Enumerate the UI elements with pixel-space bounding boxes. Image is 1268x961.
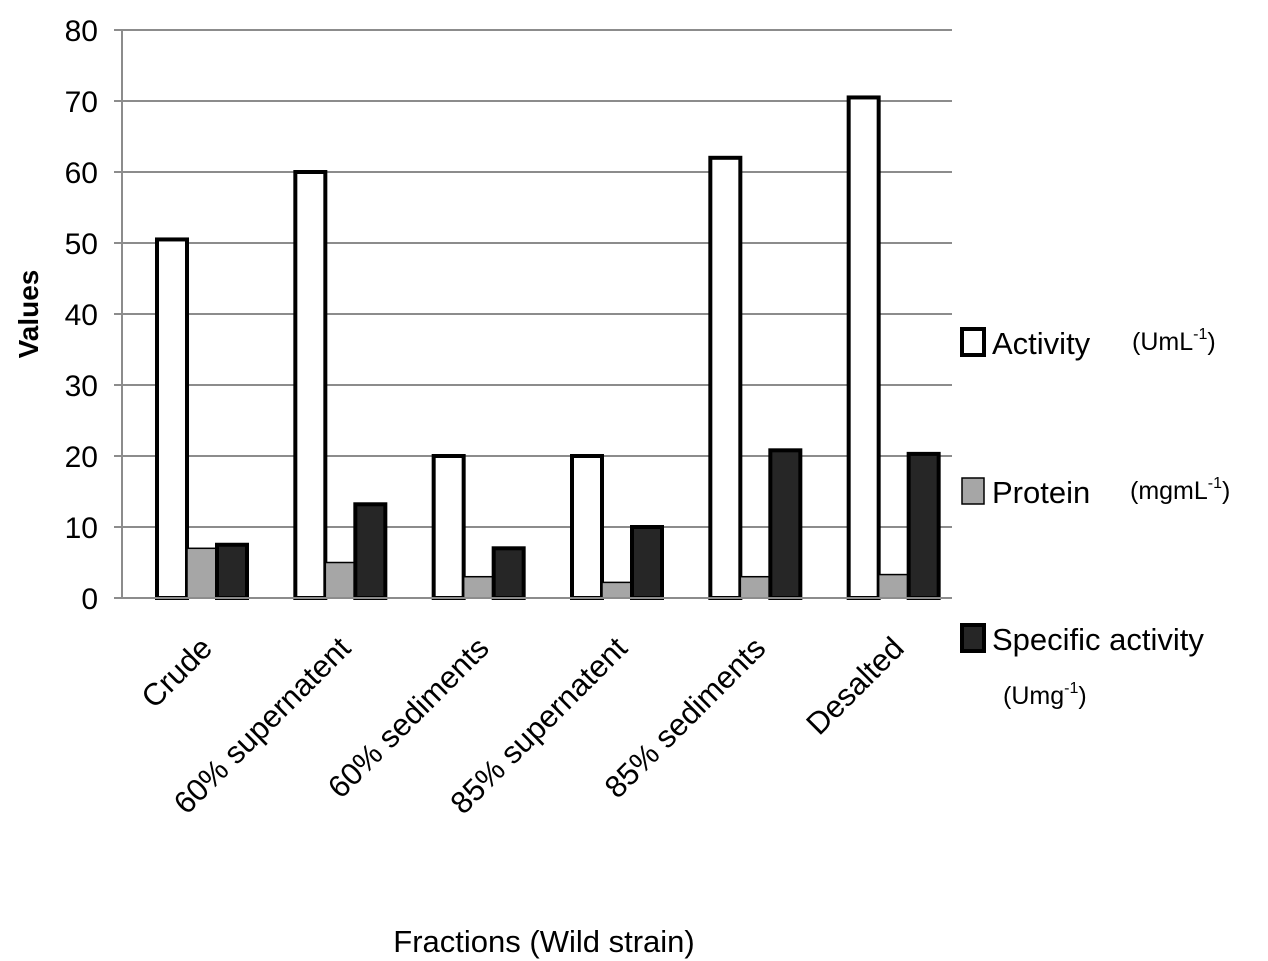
bar-activity [155, 237, 189, 600]
bar-specific-activity [906, 451, 941, 600]
y-tick-label: 0 [81, 583, 98, 616]
y-tick-label: 30 [65, 370, 98, 403]
y-tick-label: 20 [65, 441, 98, 474]
y-axis-title: Values [13, 270, 44, 359]
legend: Activity (UmL-1) Protein (mgmL-1) Specific a… [960, 326, 1230, 710]
legend-swatch-protein [961, 477, 985, 505]
y-tick-label: 50 [65, 228, 98, 261]
x-tick-label: Desalted [799, 630, 910, 741]
legend-label-specific-activity: Specific activity [992, 622, 1204, 657]
bar-protein [601, 581, 633, 599]
bar-activity [846, 95, 881, 600]
bar-specific-activity [353, 502, 388, 600]
bar-specific-activity [768, 448, 803, 600]
legend-unit-protein: (mgmL-1) [1130, 475, 1230, 505]
legend-unit-specific-activity: (Umg-1) [1003, 680, 1087, 710]
bar-protein [462, 575, 495, 599]
y-tick-label: 40 [65, 299, 98, 332]
y-tick-label: 70 [65, 86, 98, 119]
bar-activity [293, 170, 328, 600]
y-tick-label: 60 [65, 157, 98, 190]
bar-protein [186, 547, 218, 599]
y-tick-labels: 0 10 20 30 40 50 60 70 80 [65, 15, 98, 616]
y-tick-label: 80 [65, 15, 98, 48]
legend-swatch-activity [960, 327, 986, 357]
legend-unit-activity: (UmL-1) [1132, 326, 1216, 356]
x-tick-label: Crude [134, 630, 218, 714]
bar-activity [431, 454, 466, 600]
bars [155, 95, 941, 601]
bar-activity [570, 454, 604, 600]
bar-specific-activity [215, 542, 249, 600]
gridlines [114, 29, 952, 599]
bar-protein [877, 573, 910, 599]
bar-activity [708, 155, 743, 601]
legend-label-activity: Activity [992, 326, 1091, 361]
y-tick-label: 10 [65, 512, 98, 545]
x-axis-title: Fractions (Wild strain) [393, 924, 694, 959]
bar-specific-activity [491, 546, 526, 600]
bar-protein [739, 575, 772, 599]
legend-swatch-specific-activity [960, 623, 986, 653]
bar-protein [324, 561, 357, 599]
bar-specific-activity [630, 525, 664, 600]
legend-label-protein: Protein [992, 475, 1090, 510]
